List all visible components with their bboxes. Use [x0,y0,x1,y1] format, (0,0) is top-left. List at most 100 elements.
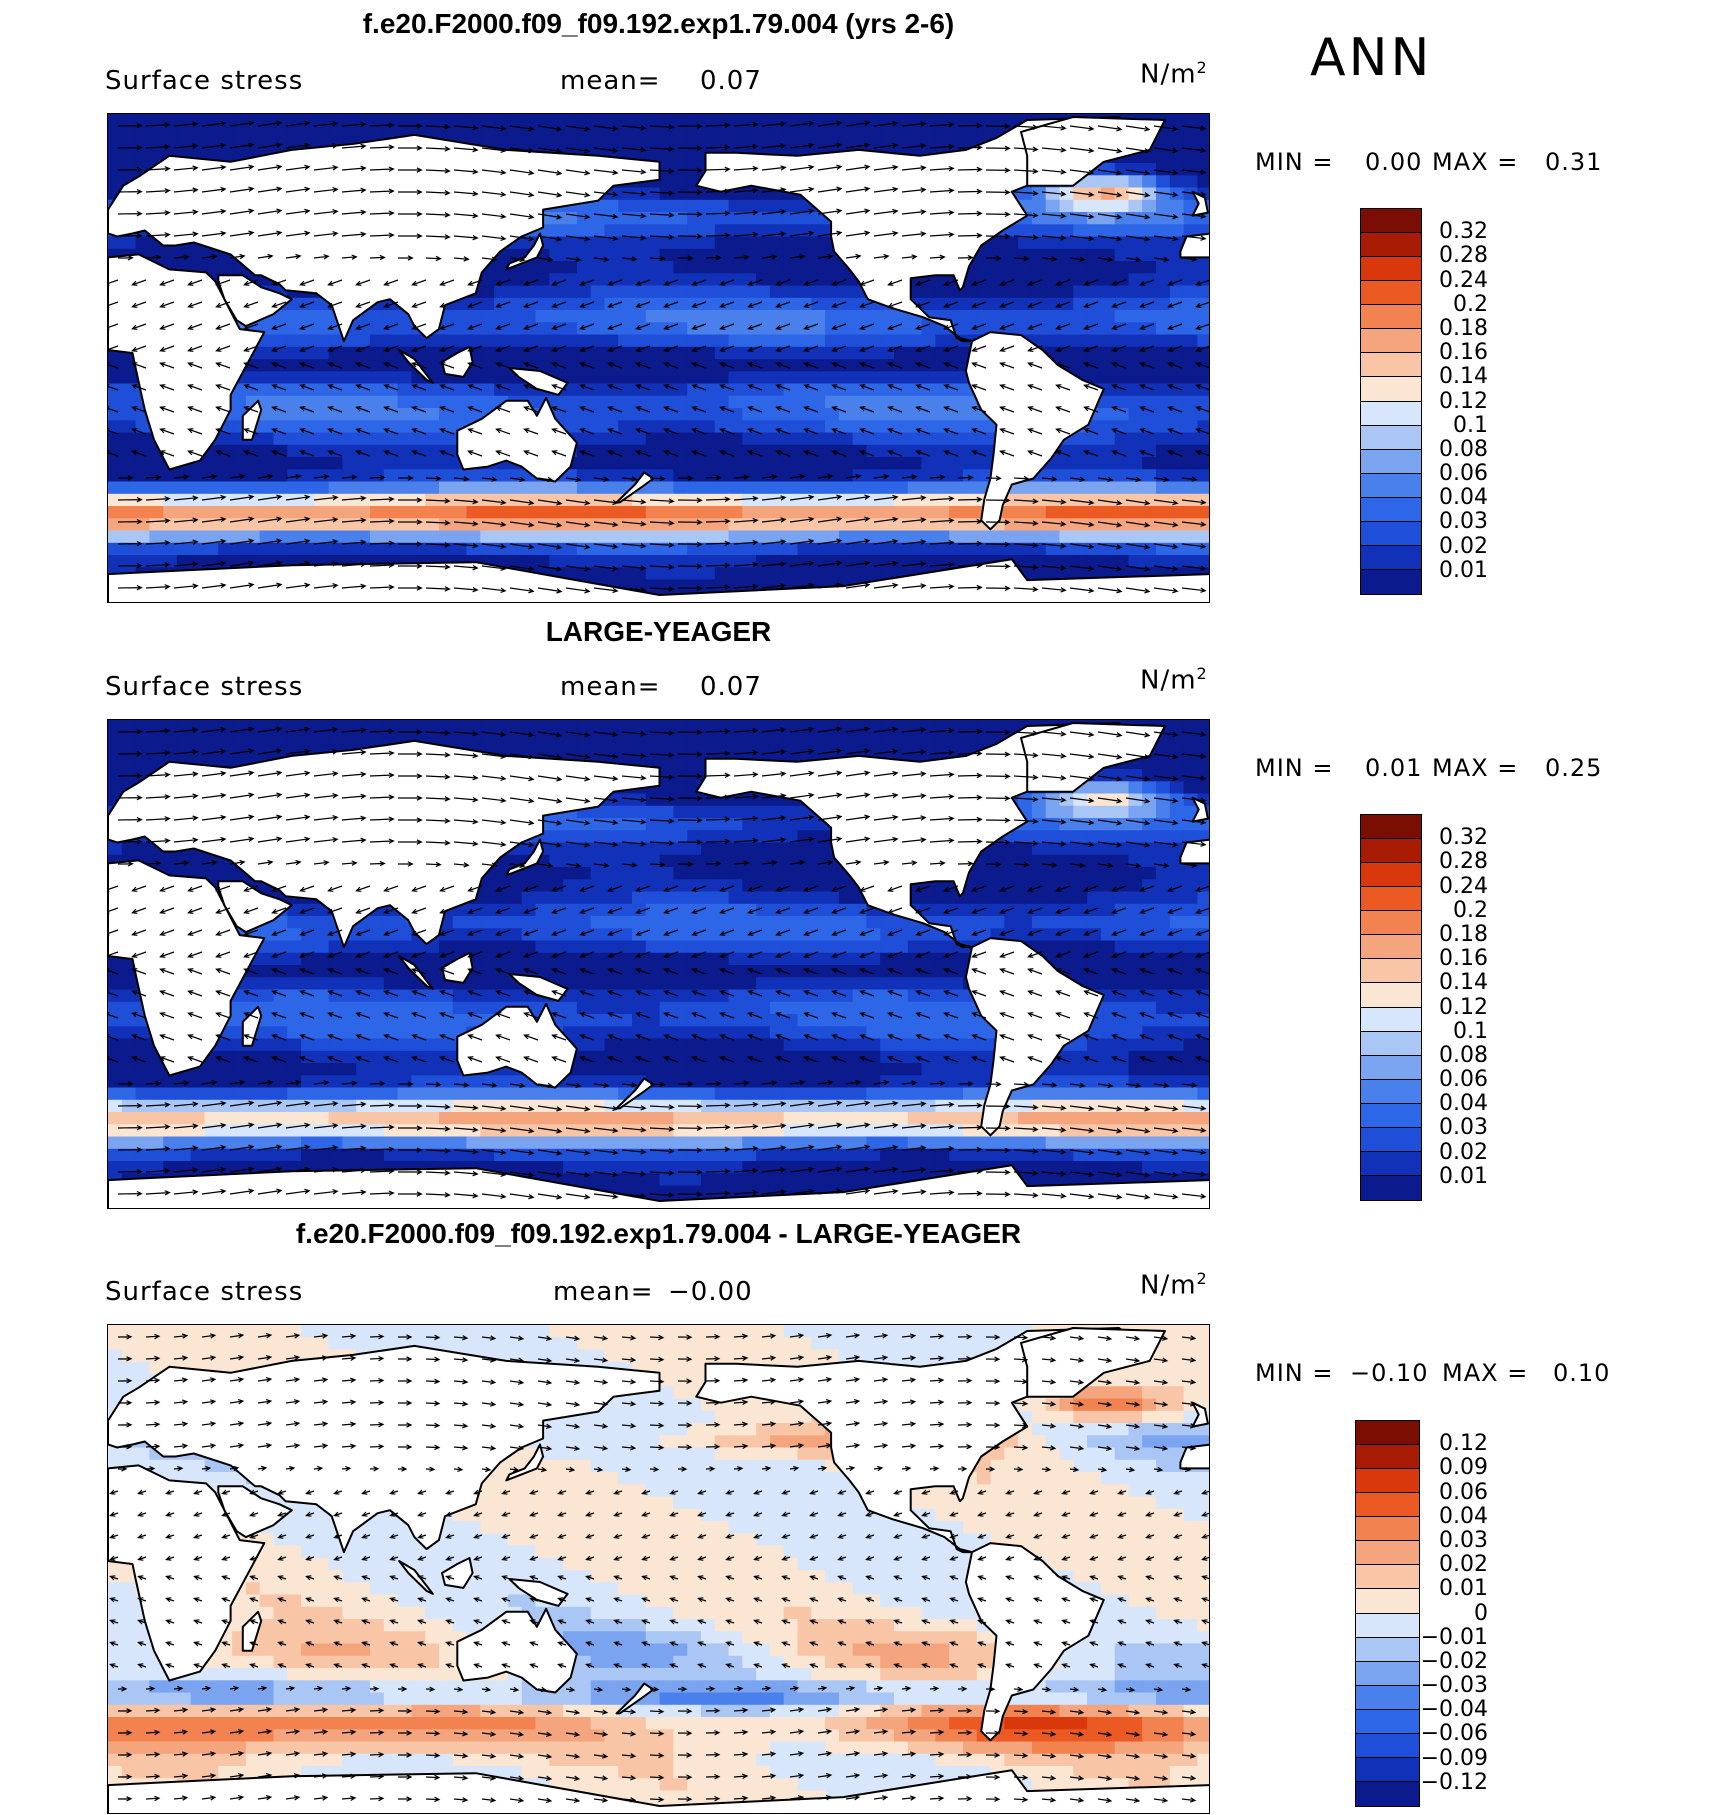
vector-arrow [509,1171,535,1178]
vector-arrow [117,1444,133,1450]
vector-arrow [551,951,567,958]
colorbar-box [1361,839,1421,864]
vector-arrow [677,1169,703,1175]
vector-arrow [187,907,203,914]
vector-arrow [1041,1401,1057,1407]
vector-arrow [901,1399,917,1405]
vector-arrow [747,990,763,997]
colorbar-box [1361,1079,1421,1104]
vector-arrow [201,1188,227,1195]
vector-arrow [789,1399,805,1405]
vector-arrow [453,190,479,197]
vector-arrow [1181,256,1198,262]
vector-arrow [1117,1489,1127,1495]
colorbar-label: 0.04 [1439,1503,1488,1529]
vector-arrow [1111,1034,1127,1041]
vector-arrow [957,540,983,547]
vector-arrow [921,1597,931,1603]
vector-arrow [607,907,623,914]
vector-arrow [949,1575,959,1581]
vector-arrow [445,1489,455,1495]
vector-arrow [249,1575,259,1581]
vector-arrow [761,1355,777,1361]
vector-arrow [1195,968,1209,975]
vector-arrow [691,951,707,958]
vector-arrow [299,279,315,286]
vector-arrow [355,406,371,413]
vector-arrow [789,859,806,866]
vector-arrow [327,907,343,914]
vector-arrow [733,231,759,238]
vector-arrow [467,1056,483,1063]
vector-arrow [537,1753,553,1759]
vector-arrow [145,584,171,590]
vector-arrow [285,582,311,589]
vector-arrow [439,990,455,997]
vector-arrow [957,1686,968,1692]
vector-arrow [285,494,311,501]
vector-arrow [929,495,955,502]
vector-arrow [803,951,819,958]
vector-arrow [201,582,227,589]
vector-arrow [1041,1466,1052,1473]
vector-arrow [398,1686,408,1692]
colorbar-label: 0.03 [1439,509,1488,535]
vector-arrow [621,213,647,219]
vector-arrow [761,749,787,755]
vector-arrow [277,1555,287,1561]
vector-arrow [761,771,787,777]
colorbar-box [1361,449,1421,474]
vector-arrow [341,1685,352,1692]
vector-arrow [523,362,539,369]
vector-arrow [108,279,119,286]
vector-arrow [1041,147,1067,153]
vector-arrow [537,1127,563,1134]
vector-arrow [285,142,311,149]
vector-arrow [257,1685,268,1692]
vector-arrow [1089,1597,1099,1603]
vector-arrow [333,1619,343,1625]
vector-arrow [551,345,567,352]
vector-arrow [201,142,227,149]
vector-arrow [873,516,899,523]
vector-arrow [831,929,847,936]
colorbar-box [1361,569,1421,594]
vector-arrow [915,279,931,286]
vector-arrow [761,1443,777,1449]
vector-arrow [985,563,1011,570]
vector-arrow [607,990,623,997]
vector-arrow [467,885,483,892]
vector-arrow [921,1511,931,1517]
vector-arrow [921,1489,931,1495]
vector-arrow [1069,1171,1095,1178]
vector-arrow [313,860,330,866]
vector-arrow [761,1101,787,1107]
vector-arrow [383,450,399,457]
vector-arrow [201,726,227,733]
vector-arrow [201,1729,217,1735]
land-masses [108,722,1209,1208]
vector-arrow [257,726,283,733]
vector-arrow [929,1355,945,1362]
vector-arrow [173,1421,189,1427]
vector-arrow [529,1619,539,1625]
vector-arrow [1139,990,1155,997]
vector-arrow [649,1126,675,1132]
vector-arrow [593,256,610,262]
vector-arrow [1069,1423,1085,1429]
vector-arrow [971,450,987,457]
vector-arrow [803,1012,819,1019]
vector-arrow [327,301,343,308]
vector-arrow [398,167,423,173]
vector-arrow [873,859,890,866]
vector-arrow [109,1641,119,1647]
vector-arrow [369,474,386,481]
vector-arrow [621,1753,637,1759]
vector-arrow [369,562,395,568]
vector-arrow [1055,301,1071,308]
vector-arrow [999,450,1015,457]
vector-arrow [117,232,143,239]
vector-arrow [565,1171,591,1178]
coastline [964,331,1105,531]
vector-arrow [173,1355,189,1361]
